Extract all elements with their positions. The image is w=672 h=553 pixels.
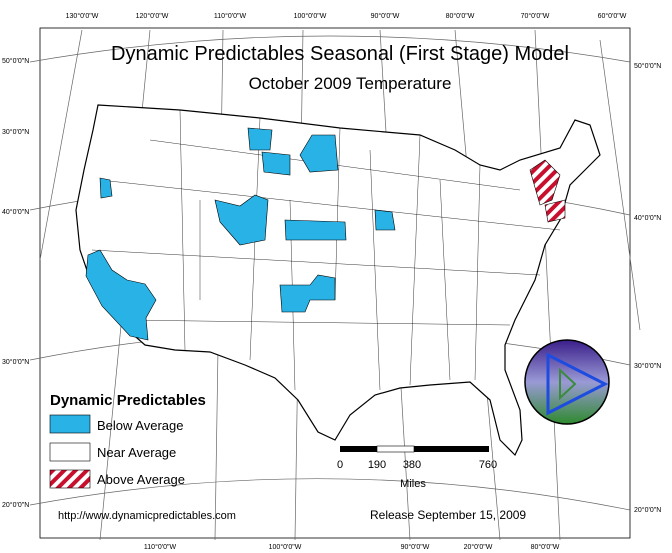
below-average-regions <box>85 127 396 341</box>
left-label: 30°0'0"N <box>2 358 29 366</box>
graticule-labels: 130°0'0"W 120°0'0"W 110°0'0"W 100°0'0"W … <box>2 12 661 551</box>
top-label: 60°0'0"W <box>598 12 627 20</box>
legend-label: Below Average <box>97 418 184 433</box>
scale-tick: 380 <box>403 459 421 471</box>
top-label: 120°0'0"W <box>136 12 169 20</box>
top-label: 70°0'0"W <box>521 12 550 20</box>
legend-swatch <box>49 442 91 462</box>
top-label: 130°0'0"W <box>66 12 99 20</box>
left-label: 40°0'0"N <box>2 208 29 216</box>
footer-release: Release September 15, 2009 <box>370 508 526 522</box>
above-average-regions <box>529 159 566 223</box>
scale-tick: 190 <box>368 459 386 471</box>
subtitle: October 2009 Temperature <box>249 74 452 93</box>
left-label: 20°0'0"N <box>2 501 29 509</box>
right-label: 50°0'0"N <box>634 62 661 70</box>
scale-bar: 0 190 380 760 Miles <box>337 445 497 490</box>
bottom-label: 100°0'0"W <box>269 543 302 551</box>
legend-swatch <box>49 469 91 489</box>
bottom-label: 20°0'0"W <box>464 543 493 551</box>
right-label: 30°0'0"N <box>634 362 661 370</box>
bottom-label: 80°0'0"W <box>531 543 560 551</box>
footer-url: http://www.dynamicpredictables.com <box>58 510 236 522</box>
legend-swatch <box>49 414 91 434</box>
scale-tick: 760 <box>479 459 497 471</box>
us-outline <box>75 104 601 457</box>
bottom-label: 110°0'0"W <box>144 543 177 551</box>
top-label: 110°0'0"W <box>214 12 247 20</box>
bottom-label: 90°0'0"W <box>401 543 430 551</box>
left-label: 50°0'0"N <box>2 57 29 65</box>
top-label: 90°0'0"W <box>371 12 400 20</box>
legend-label: Near Average <box>97 445 176 460</box>
title: Dynamic Predictables Seasonal (First Sta… <box>111 43 569 65</box>
top-label: 80°0'0"W <box>446 12 475 20</box>
left-label: 30°0'0"N <box>2 128 29 136</box>
scale-tick: 0 <box>337 459 343 471</box>
scale-unit: Miles <box>400 478 426 490</box>
right-label: 40°0'0"N <box>634 214 661 222</box>
top-label: 100°0'0"W <box>294 12 327 20</box>
right-label: 20°0'0"N <box>634 506 661 514</box>
legend-label: Above Average <box>97 472 185 487</box>
legend: Dynamic Predictables Below Average Near … <box>49 392 206 489</box>
logo <box>524 339 610 425</box>
legend-title: Dynamic Predictables <box>50 392 206 409</box>
